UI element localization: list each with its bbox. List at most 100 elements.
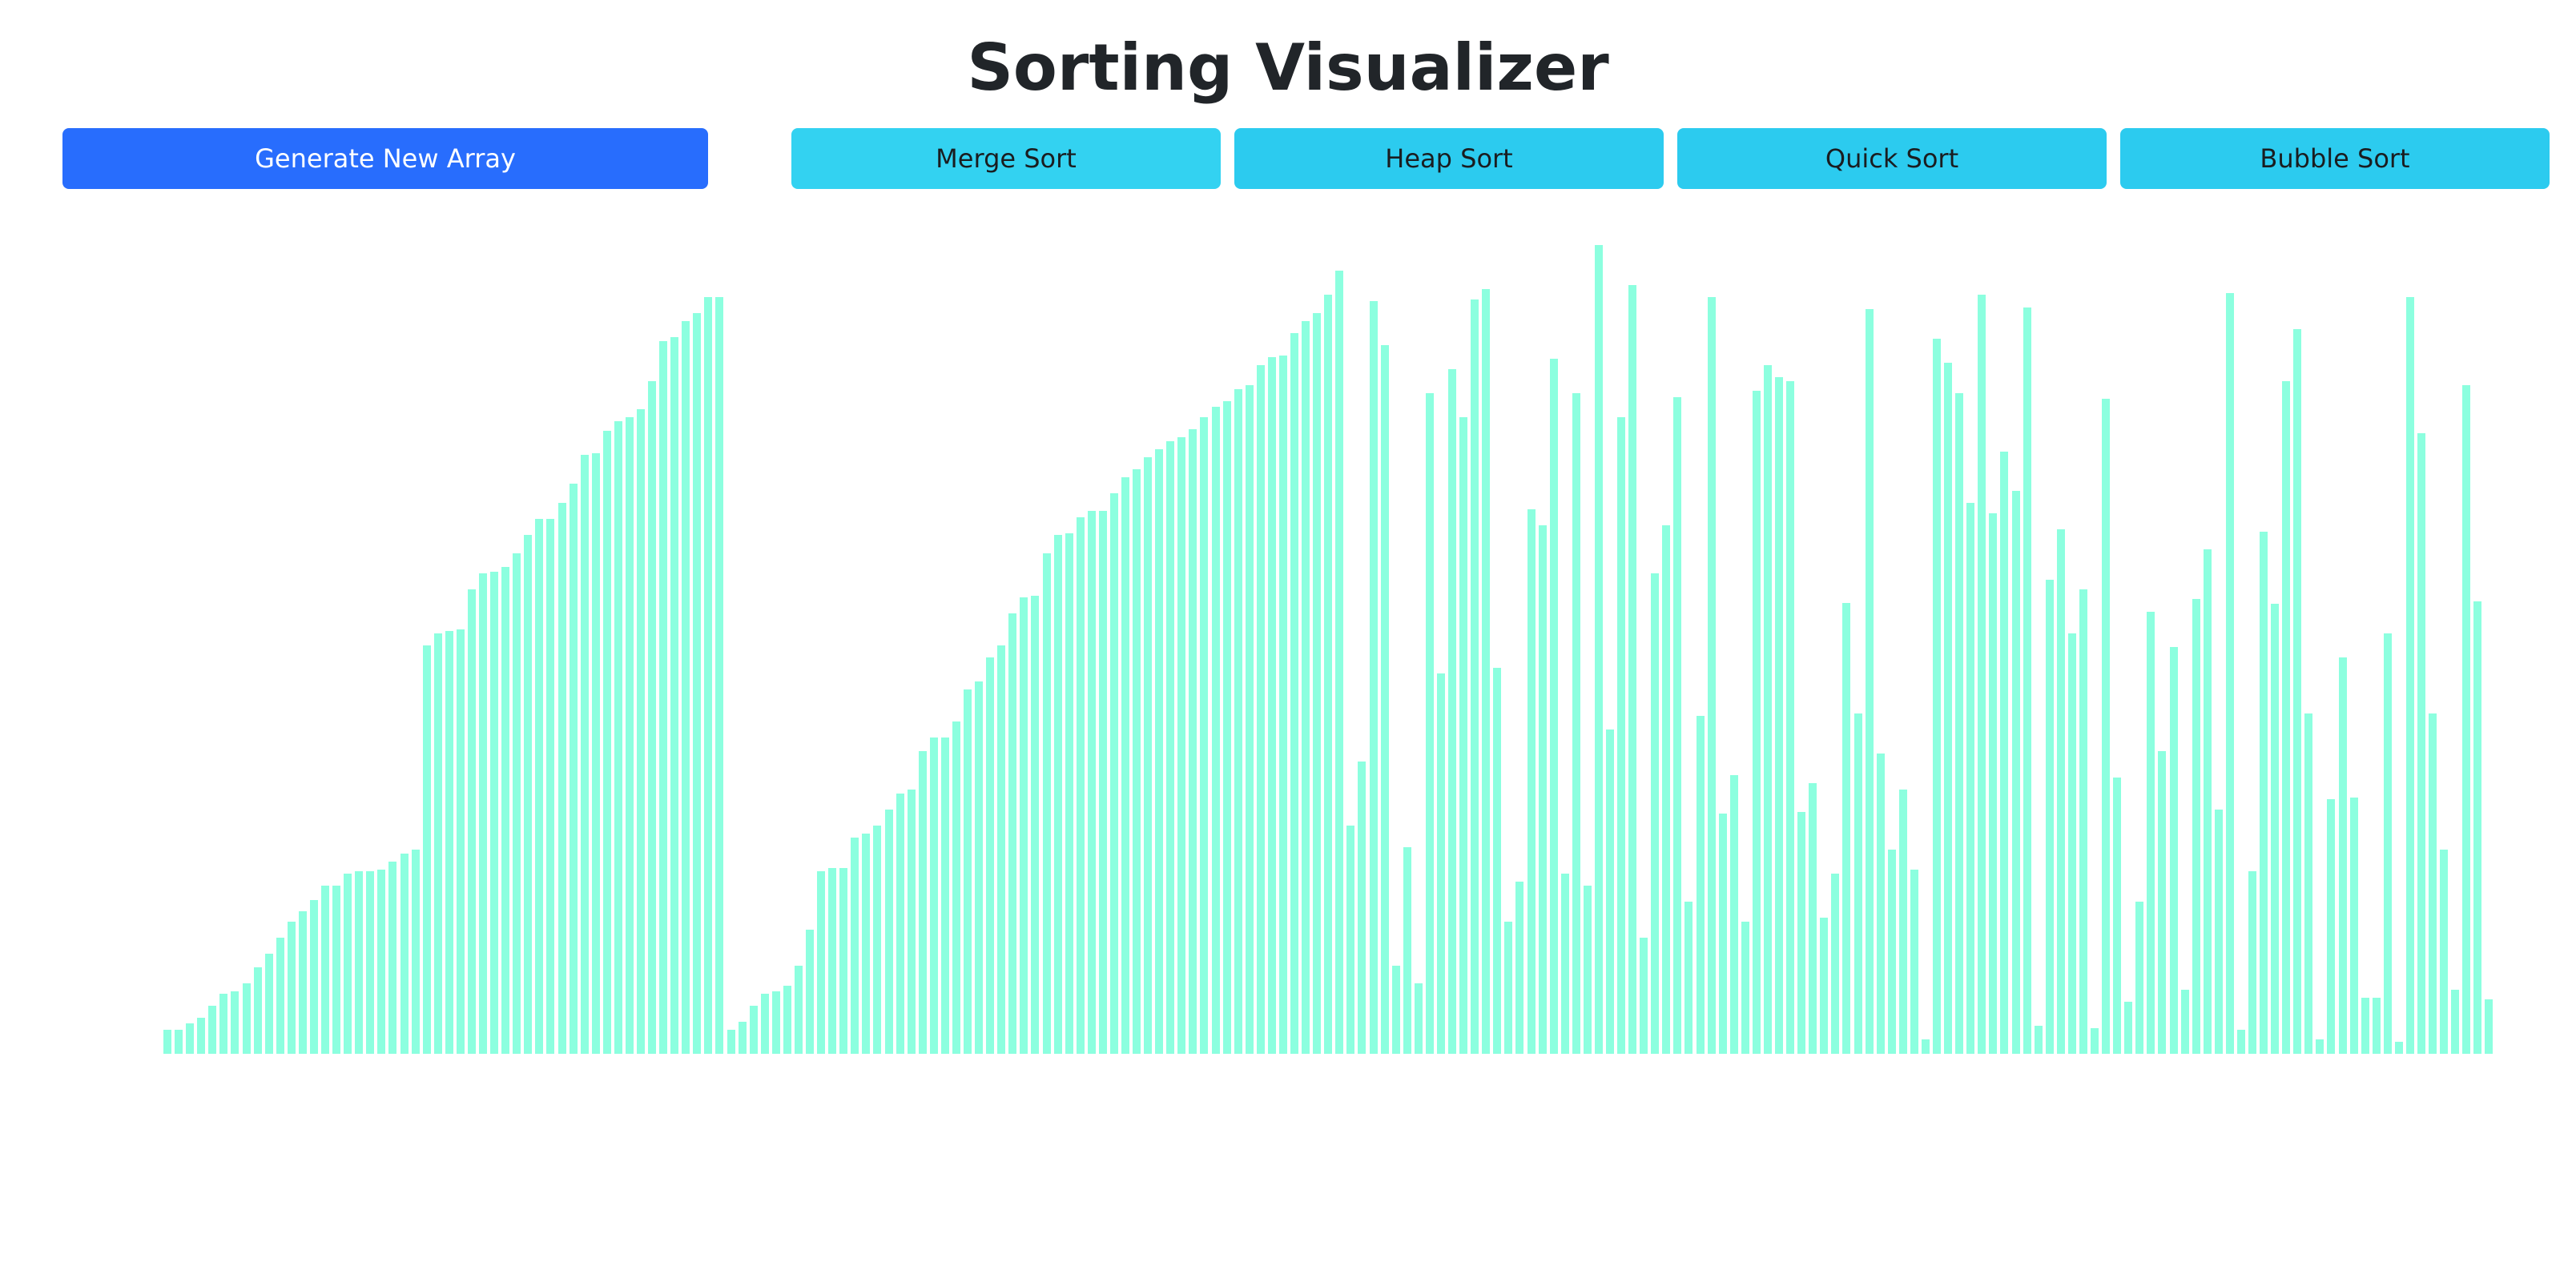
array-bar <box>2169 647 2178 1054</box>
array-bar <box>1369 301 1378 1054</box>
array-bar <box>806 930 814 1054</box>
array-bar <box>1087 511 1096 1054</box>
array-bar <box>1302 321 1310 1054</box>
array-bar <box>2316 1039 2324 1054</box>
array-bar <box>1583 886 1592 1054</box>
array-bar <box>862 834 871 1054</box>
array-bar <box>197 1018 206 1054</box>
array-bar <box>1763 365 1772 1054</box>
array-bar <box>2271 604 2280 1054</box>
array-bar <box>2180 990 2189 1054</box>
array-bar <box>535 519 544 1054</box>
array-bar <box>2023 307 2031 1054</box>
merge-sort-button[interactable]: Merge Sort <box>791 128 1221 189</box>
array-bar <box>964 689 972 1054</box>
array-bar <box>456 629 465 1054</box>
array-bar <box>2462 385 2471 1054</box>
array-bar <box>422 645 431 1054</box>
array-bar <box>2158 751 2167 1054</box>
array-bar <box>1256 365 1265 1054</box>
array-bar <box>817 871 826 1054</box>
array-bar <box>1380 345 1389 1054</box>
array-bar <box>648 381 656 1054</box>
array-bar <box>2214 810 2223 1054</box>
array-bar <box>682 321 690 1054</box>
array-bar <box>388 862 397 1054</box>
bubble-sort-button[interactable]: Bubble Sort <box>2120 128 2550 189</box>
quick-sort-button[interactable]: Quick Sort <box>1677 128 2107 189</box>
array-bar <box>1741 922 1749 1054</box>
array-bar <box>287 922 296 1054</box>
array-bar <box>2429 713 2437 1054</box>
array-bar <box>1876 754 1885 1054</box>
array-bar <box>1144 457 1153 1054</box>
array-bar <box>1809 783 1817 1054</box>
array-bar <box>884 810 893 1054</box>
array-bar <box>1978 295 1986 1054</box>
array-bar <box>1335 271 1344 1054</box>
array-bar <box>580 455 589 1054</box>
array-bar <box>602 431 611 1054</box>
array-bar <box>411 850 420 1054</box>
array-bar <box>636 409 645 1054</box>
array-bar <box>1324 295 1333 1054</box>
heap-sort-button[interactable]: Heap Sort <box>1234 128 1664 189</box>
array-bar <box>704 297 713 1054</box>
array-bar <box>952 721 960 1054</box>
array-bar <box>1955 393 1964 1054</box>
array-bar <box>1594 245 1603 1054</box>
array-bar <box>1020 597 1028 1054</box>
array-bar <box>614 421 622 1054</box>
array-bar <box>1098 511 1107 1054</box>
array-bar <box>625 417 634 1054</box>
array-bar <box>513 553 521 1054</box>
array-bar <box>591 453 600 1054</box>
array-bar <box>344 874 352 1054</box>
array-bar <box>2102 399 2110 1054</box>
array-bar <box>1752 391 1761 1054</box>
array-bar <box>1448 369 1456 1054</box>
array-bar <box>298 911 307 1054</box>
array-bar <box>1673 397 1682 1054</box>
array-bar <box>1493 668 1502 1054</box>
array-bar <box>231 991 239 1054</box>
array-bar <box>2011 491 2020 1054</box>
array-bar <box>2485 999 2493 1054</box>
array-bar <box>1684 902 1693 1054</box>
array-bar <box>1865 309 1874 1054</box>
array-bar <box>1921 1039 1930 1054</box>
array-bar <box>546 519 555 1054</box>
array-bar <box>276 938 284 1054</box>
array-bar <box>400 854 409 1054</box>
array-bar <box>490 572 498 1054</box>
array-bar <box>1425 393 1434 1054</box>
array-bar <box>2327 799 2336 1054</box>
array-bar <box>2147 612 2155 1054</box>
array-bar <box>1278 356 1287 1054</box>
array-bar <box>1933 339 1941 1054</box>
array-bar <box>2034 1026 2043 1054</box>
array-bar <box>2338 657 2347 1054</box>
array-bar <box>1053 535 1062 1054</box>
array-bar <box>2405 297 2414 1054</box>
array-bar <box>1696 716 1705 1054</box>
array-bar <box>2248 871 2256 1054</box>
array-bar <box>1707 297 1716 1054</box>
array-bar <box>264 954 273 1054</box>
array-bar <box>738 1022 747 1054</box>
array-bar <box>1031 596 1040 1054</box>
array-bar <box>1313 313 1322 1054</box>
array-bar <box>1854 713 1862 1054</box>
array-bar <box>1166 441 1175 1054</box>
array-bar <box>2473 601 2482 1054</box>
array-bar <box>2383 633 2392 1054</box>
generate-new-array-button[interactable]: Generate New Array <box>62 128 708 189</box>
array-bar <box>1234 389 1242 1054</box>
array-bar <box>501 567 510 1054</box>
array-bar <box>760 994 769 1054</box>
array-bar <box>1133 469 1141 1054</box>
array-bar <box>1831 874 1840 1054</box>
array-bar <box>2293 329 2302 1054</box>
array-bar <box>1076 517 1085 1054</box>
